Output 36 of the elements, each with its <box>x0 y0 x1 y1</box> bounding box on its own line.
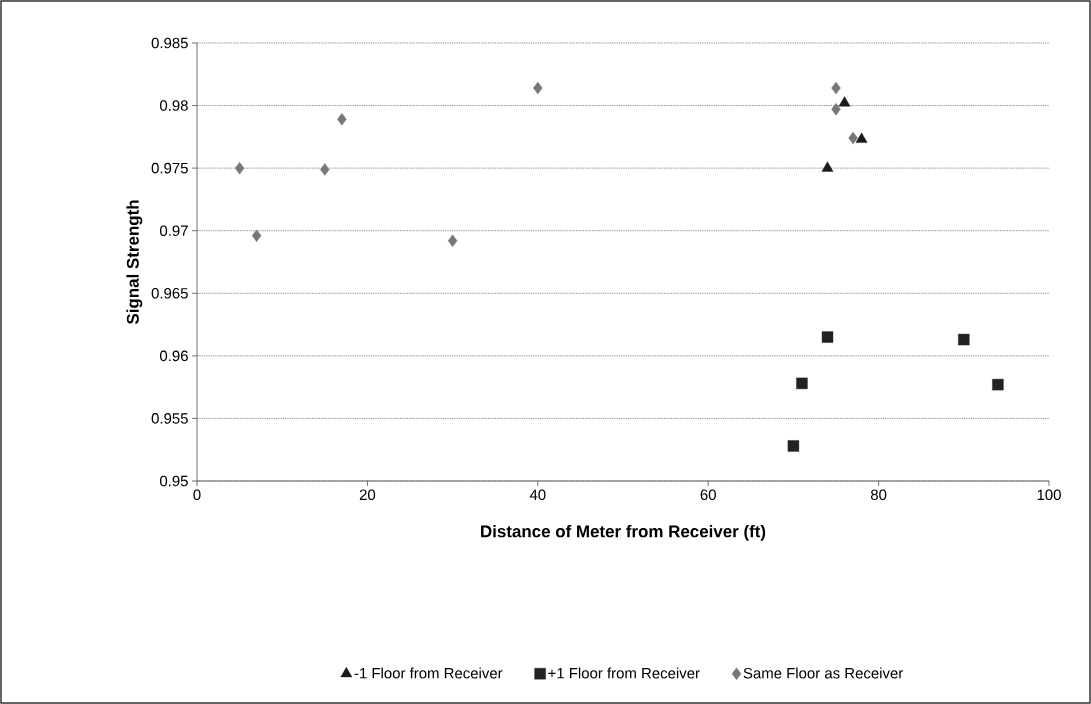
point <box>251 229 262 242</box>
legend-label: -1 Floor from Receiver <box>354 667 503 679</box>
point <box>320 163 330 176</box>
x-tick-label: 40 <box>529 489 546 501</box>
x-tick-label: 100 <box>1037 489 1061 501</box>
y-axis-title: Signal Strength <box>126 200 143 325</box>
y-tick-label: 0.985 <box>151 37 188 49</box>
legend-label: Same Floor as Receiver <box>743 667 903 679</box>
x-axis-title: Distance of Meter from Receiver (ft) <box>481 524 766 541</box>
point <box>796 377 808 390</box>
point <box>821 331 834 343</box>
point <box>787 440 800 452</box>
point <box>838 96 851 107</box>
point <box>447 234 458 247</box>
point <box>234 161 245 175</box>
y-tick-label: 0.95 <box>159 475 188 487</box>
x-tick-label: 0 <box>193 489 201 501</box>
x-tick-label: 80 <box>870 489 887 501</box>
point <box>992 378 1004 391</box>
point <box>958 333 970 346</box>
y-tick-label: 0.975 <box>151 162 188 174</box>
y-tick-label: 0.965 <box>151 287 188 299</box>
y-tick-label: 0.98 <box>159 100 188 111</box>
point <box>831 103 841 116</box>
y-tick-label: 0.955 <box>151 413 188 424</box>
point <box>533 81 543 95</box>
x-tick-label: 20 <box>359 489 376 501</box>
point <box>821 161 834 172</box>
point <box>337 113 347 126</box>
point <box>848 131 858 145</box>
legend-label: +1 Floor from Receiver <box>548 667 700 679</box>
y-tick-label: 0.96 <box>159 350 188 362</box>
y-tick-label: 0.97 <box>159 225 188 236</box>
point <box>831 81 841 95</box>
point <box>855 132 868 143</box>
x-tick-label: 60 <box>700 489 716 501</box>
